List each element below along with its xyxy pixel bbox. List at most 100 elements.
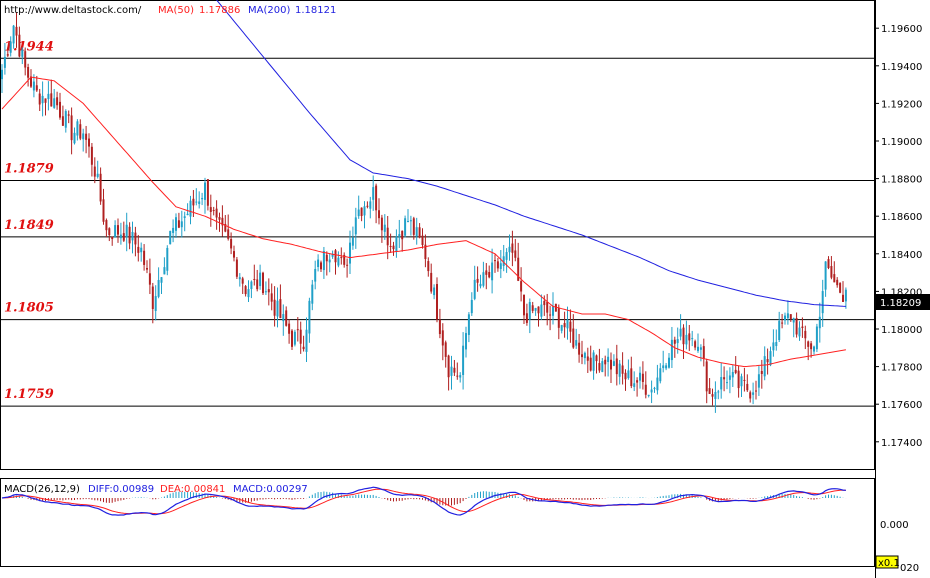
candle-up bbox=[612, 361, 615, 366]
candle-up bbox=[12, 25, 15, 44]
candle-down bbox=[320, 262, 322, 270]
candle-down bbox=[346, 264, 349, 266]
candle-up bbox=[505, 252, 508, 260]
candle-down bbox=[209, 207, 212, 212]
candle-down bbox=[549, 314, 552, 316]
candle-up bbox=[818, 316, 821, 329]
candle-up bbox=[821, 291, 824, 314]
candle-up bbox=[264, 291, 267, 293]
candle-down bbox=[27, 67, 30, 78]
candle-up bbox=[154, 296, 157, 311]
candle-up bbox=[778, 320, 781, 341]
candlestick-series bbox=[1, 12, 847, 413]
candle-down bbox=[755, 390, 757, 392]
candle-up bbox=[740, 376, 743, 387]
candle-down bbox=[444, 342, 447, 357]
zoom-box[interactable] bbox=[875, 555, 899, 569]
candle-down bbox=[624, 372, 627, 380]
candle-down bbox=[702, 346, 705, 359]
candle-down bbox=[441, 330, 444, 346]
candle-up bbox=[96, 173, 99, 177]
candle-up bbox=[728, 375, 731, 380]
candle-down bbox=[598, 363, 601, 371]
candle-up bbox=[592, 352, 595, 371]
candle-up bbox=[491, 262, 494, 281]
candle-up bbox=[676, 339, 679, 344]
candle-up bbox=[331, 253, 334, 257]
candle-up bbox=[131, 231, 134, 241]
candle-up bbox=[552, 306, 554, 316]
candle-down bbox=[137, 246, 140, 253]
price-axis-tick-label: 1.17400 bbox=[881, 438, 922, 449]
candle-up bbox=[720, 377, 723, 390]
level-label: 1.1849 bbox=[4, 218, 54, 233]
zoom-label[interactable]: x0.1 bbox=[878, 558, 900, 569]
candle-down bbox=[360, 207, 363, 217]
candle-up bbox=[311, 284, 314, 304]
candle-up bbox=[53, 98, 56, 108]
candle-up bbox=[169, 230, 172, 245]
candle-up bbox=[462, 345, 465, 375]
candle-down bbox=[177, 220, 180, 228]
candle-down bbox=[615, 358, 618, 375]
macd-label: MACD(26,12,9) bbox=[4, 484, 80, 495]
site-url[interactable]: http://www.deltastock.com/ bbox=[4, 5, 142, 16]
candle-up bbox=[659, 368, 662, 382]
candle-down bbox=[6, 54, 9, 56]
candle-down bbox=[595, 355, 598, 362]
candle-up bbox=[195, 201, 198, 203]
candle-up bbox=[3, 56, 6, 68]
candle-down bbox=[401, 230, 404, 240]
candle-up bbox=[372, 187, 375, 200]
candle-down bbox=[256, 279, 259, 290]
candle-up bbox=[186, 213, 189, 216]
candle-down bbox=[235, 259, 238, 277]
candle-up bbox=[276, 300, 279, 317]
candle-up bbox=[363, 206, 366, 216]
candle-up bbox=[697, 346, 699, 351]
candle-up bbox=[41, 95, 44, 104]
candle-down bbox=[279, 299, 282, 319]
candle-down bbox=[218, 217, 221, 220]
candle-down bbox=[253, 279, 256, 281]
level-label: 1.1805 bbox=[4, 301, 54, 316]
candle-down bbox=[389, 245, 392, 247]
price-axis-tick-label: 1.18800 bbox=[881, 175, 922, 186]
candle-down bbox=[682, 327, 685, 345]
candle-down bbox=[456, 375, 459, 377]
candle-up bbox=[82, 133, 85, 140]
candle-down bbox=[641, 373, 644, 382]
candle-up bbox=[157, 279, 160, 297]
candle-up bbox=[815, 326, 818, 350]
candle-down bbox=[61, 116, 64, 126]
candle-down bbox=[424, 244, 427, 260]
candle-up bbox=[752, 392, 755, 395]
candle-down bbox=[221, 217, 224, 226]
candle-up bbox=[726, 382, 728, 384]
candle-up bbox=[64, 111, 67, 128]
candle-up bbox=[540, 304, 543, 317]
candle-down bbox=[212, 210, 215, 212]
candle-down bbox=[366, 205, 369, 207]
candle-down bbox=[621, 365, 624, 374]
candle-up bbox=[502, 256, 505, 266]
macd-panel bbox=[0, 478, 875, 567]
candle-up bbox=[415, 227, 418, 237]
candle-down bbox=[44, 98, 47, 103]
candle-down bbox=[270, 293, 273, 302]
candle-down bbox=[90, 146, 93, 165]
candle-up bbox=[433, 287, 436, 296]
candle-up bbox=[560, 325, 563, 331]
candle-up bbox=[467, 314, 470, 335]
candle-down bbox=[117, 225, 119, 235]
candle-down bbox=[476, 278, 479, 283]
ma50-line bbox=[1, 76, 846, 368]
candle-down bbox=[531, 305, 534, 311]
candle-down bbox=[586, 356, 589, 361]
last-price-box bbox=[876, 294, 930, 310]
candle-down bbox=[766, 359, 769, 363]
candle-down bbox=[630, 368, 633, 387]
candle-up bbox=[699, 347, 702, 350]
candle-down bbox=[134, 232, 137, 245]
